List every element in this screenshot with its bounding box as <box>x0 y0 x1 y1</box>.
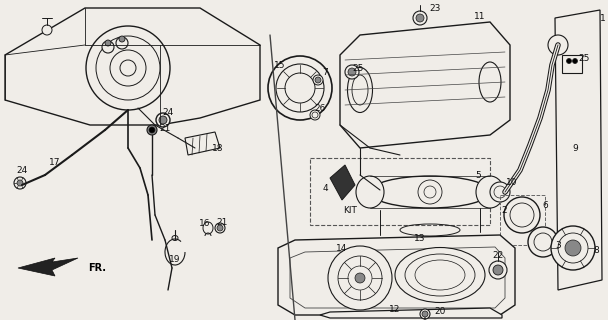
Polygon shape <box>320 308 502 318</box>
Text: 22: 22 <box>492 251 503 260</box>
Text: 6: 6 <box>542 201 548 210</box>
Text: 19: 19 <box>169 255 181 265</box>
Text: 8: 8 <box>593 245 599 254</box>
Circle shape <box>156 113 170 127</box>
Circle shape <box>565 240 581 256</box>
Circle shape <box>413 11 427 25</box>
Text: 25: 25 <box>352 63 364 73</box>
Circle shape <box>420 309 430 319</box>
Circle shape <box>159 116 167 124</box>
Circle shape <box>86 26 170 110</box>
Text: 3: 3 <box>555 241 561 250</box>
Circle shape <box>355 273 365 283</box>
Circle shape <box>215 223 225 233</box>
Ellipse shape <box>370 176 490 208</box>
Circle shape <box>315 77 321 83</box>
Text: 18: 18 <box>212 143 224 153</box>
Polygon shape <box>278 235 515 315</box>
Circle shape <box>528 227 558 257</box>
Circle shape <box>268 56 332 120</box>
Circle shape <box>551 226 595 270</box>
Circle shape <box>416 14 424 22</box>
Polygon shape <box>18 258 78 276</box>
Ellipse shape <box>356 176 384 208</box>
Circle shape <box>313 75 323 85</box>
Circle shape <box>490 182 510 202</box>
Text: 25: 25 <box>578 53 590 62</box>
Circle shape <box>548 35 568 55</box>
Circle shape <box>42 25 52 35</box>
Circle shape <box>573 59 578 63</box>
Text: 4: 4 <box>322 183 328 193</box>
Text: 17: 17 <box>49 157 61 166</box>
Text: 12: 12 <box>389 306 401 315</box>
Circle shape <box>504 197 540 233</box>
Polygon shape <box>5 8 260 125</box>
Polygon shape <box>340 22 510 148</box>
Circle shape <box>345 65 359 79</box>
Text: 24: 24 <box>162 108 174 116</box>
Text: 11: 11 <box>474 12 486 20</box>
Text: 21: 21 <box>216 218 227 227</box>
Text: 1: 1 <box>600 13 606 22</box>
Circle shape <box>328 246 392 310</box>
Circle shape <box>493 265 503 275</box>
Circle shape <box>348 68 356 76</box>
Text: 14: 14 <box>336 244 348 252</box>
Circle shape <box>422 311 428 317</box>
Text: KIT: KIT <box>343 205 357 214</box>
Ellipse shape <box>395 247 485 302</box>
Text: 20: 20 <box>434 308 446 316</box>
Text: 23: 23 <box>429 4 441 12</box>
Text: 26: 26 <box>314 103 326 113</box>
Text: 2: 2 <box>501 205 507 214</box>
Text: 21: 21 <box>159 124 171 132</box>
Circle shape <box>14 177 26 189</box>
Circle shape <box>567 59 572 63</box>
Text: 9: 9 <box>572 143 578 153</box>
Circle shape <box>147 125 157 135</box>
Circle shape <box>310 110 320 120</box>
Circle shape <box>17 180 23 186</box>
Circle shape <box>116 37 128 49</box>
Circle shape <box>102 41 114 53</box>
Circle shape <box>119 36 125 42</box>
Polygon shape <box>555 10 602 290</box>
Polygon shape <box>185 132 220 155</box>
FancyBboxPatch shape <box>562 55 582 73</box>
Circle shape <box>105 40 111 46</box>
Circle shape <box>149 127 155 133</box>
Text: 5: 5 <box>475 171 481 180</box>
Text: 7: 7 <box>322 68 328 76</box>
Circle shape <box>489 261 507 279</box>
Text: 10: 10 <box>506 178 518 187</box>
Polygon shape <box>330 165 355 200</box>
Text: 24: 24 <box>16 165 27 174</box>
Text: 15: 15 <box>274 60 286 69</box>
Text: 13: 13 <box>414 234 426 243</box>
Text: FR.: FR. <box>88 263 106 273</box>
Ellipse shape <box>476 176 504 208</box>
Text: 16: 16 <box>199 219 211 228</box>
Circle shape <box>217 225 223 231</box>
